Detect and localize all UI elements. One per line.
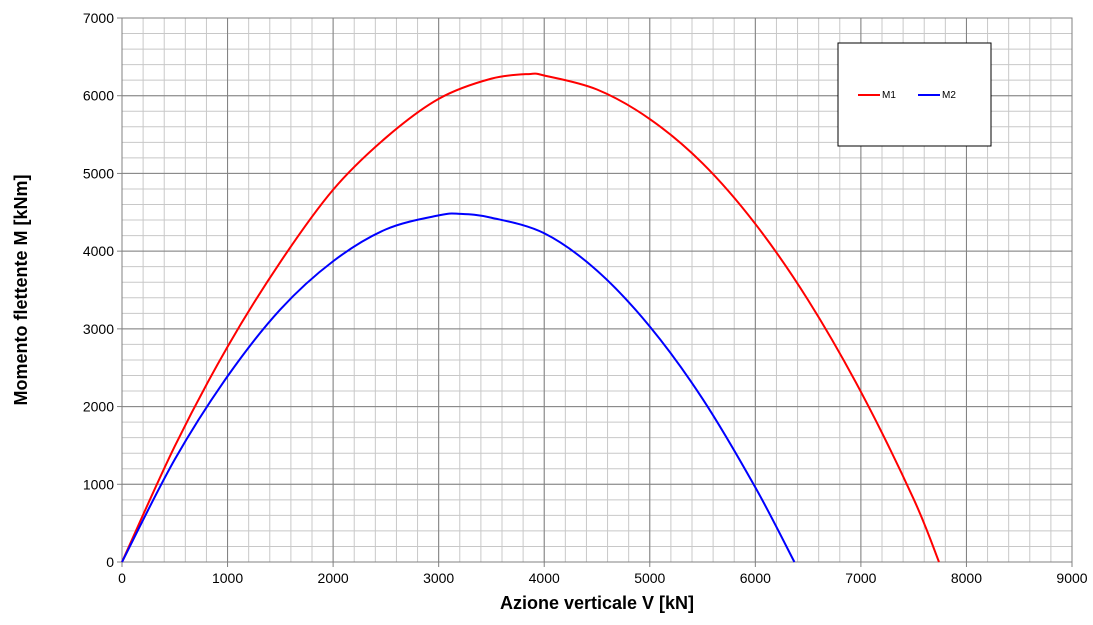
x-tick-label: 5000: [634, 570, 665, 586]
x-tick-label: 6000: [740, 570, 771, 586]
x-tick-label: 3000: [423, 570, 454, 586]
x-tick-label: 8000: [951, 570, 982, 586]
y-tick-label: 1000: [83, 476, 114, 492]
x-tick-label: 0: [118, 570, 126, 586]
y-tick-label: 4000: [83, 243, 114, 259]
legend-label-m2: M2: [942, 90, 956, 101]
y-tick-label: 6000: [83, 88, 114, 104]
x-tick-label: 7000: [845, 570, 876, 586]
y-axis-ticks: 0 1000 2000 3000 4000 5000 6000 7000: [83, 10, 122, 570]
y-axis-title: Momento flettente M [kNm]: [11, 175, 31, 406]
x-axis-ticks: 0 1000 2000 3000 4000 5000 6000 7000 8000 9000: [118, 562, 1088, 586]
y-tick-label: 5000: [83, 165, 114, 181]
y-tick-label: 3000: [83, 321, 114, 337]
series-layer: [121, 72, 940, 563]
x-tick-label: 9000: [1056, 570, 1087, 586]
legend-label-m1: M1: [882, 90, 896, 101]
x-axis-title: Azione verticale V [kN]: [500, 593, 694, 613]
legend: M1 M2: [837, 42, 992, 147]
y-tick-label: 7000: [83, 10, 114, 26]
x-tick-label: 4000: [529, 570, 560, 586]
series-line-m2: [121, 212, 796, 563]
y-tick-label: 0: [106, 554, 114, 570]
series-line-m1: [121, 72, 940, 563]
y-tick-label: 2000: [83, 399, 114, 415]
x-tick-label: 1000: [212, 570, 243, 586]
x-tick-label: 2000: [318, 570, 349, 586]
plot-area-frame: [121, 17, 1073, 563]
